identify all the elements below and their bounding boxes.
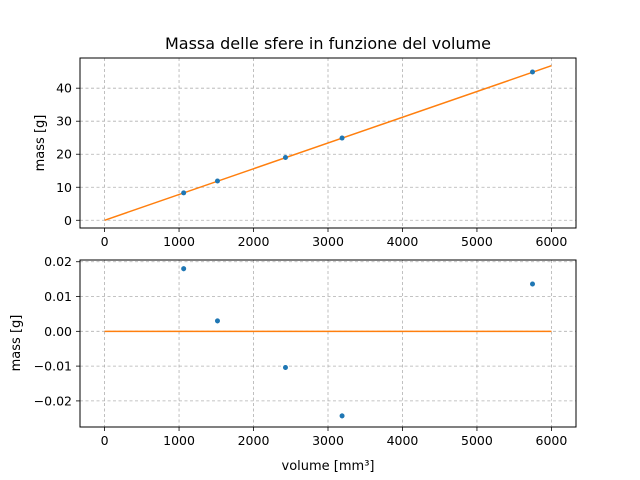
top-grid (80, 58, 576, 228)
top-data-point (214, 178, 220, 184)
top-y-tick-label: 40 (56, 81, 72, 96)
bottom-x-tick-label: 3000 (312, 433, 344, 448)
top-x-tick-label: 5000 (461, 234, 493, 249)
bottom-y-axis: −0.02 −0.01 0.00 0.01 0.02 (34, 254, 80, 408)
top-y-axis-label: mass [g] (33, 115, 48, 172)
top-plot-frame (79, 57, 577, 229)
bottom-plot: 0 1000 2000 3000 4000 5000 6000 −0.02 −0.01 0.00… (9, 254, 577, 474)
bottom-y-tick-label: 0.02 (44, 254, 72, 269)
bottom-x-tick-label: 1000 (163, 433, 195, 448)
chart-title: Massa delle sfere in funzione del volume (165, 34, 491, 53)
top-y-tick-label: 20 (56, 147, 72, 162)
bottom-data-point (282, 365, 288, 371)
top-series (104, 65, 552, 221)
top-data-point (339, 135, 345, 141)
bottom-x-tick-label: 0 (101, 433, 109, 448)
top-y-tick-label: 30 (56, 114, 72, 129)
bottom-data-point (181, 266, 187, 272)
bottom-data-point (530, 281, 536, 287)
top-x-tick-label: 2000 (238, 234, 270, 249)
top-y-tick-label: 0 (64, 213, 72, 228)
bottom-x-tick-label: 6000 (536, 433, 568, 448)
bottom-plot-frame (79, 259, 577, 428)
bottom-y-axis-label: mass [g] (9, 315, 24, 372)
top-x-axis: 0 1000 2000 3000 4000 5000 6000 (101, 228, 568, 249)
top-data-point (282, 155, 288, 161)
bottom-data-point (214, 318, 220, 324)
top-data-point (181, 190, 187, 196)
bottom-y-tick-label: −0.02 (34, 393, 72, 408)
top-fit-line (104, 65, 552, 221)
top-plot: Massa delle sfere in funzione del volume… (33, 34, 577, 249)
bottom-x-tick-label: 2000 (238, 433, 270, 448)
top-x-tick-label: 1000 (163, 234, 195, 249)
bottom-x-axis: 0 1000 2000 3000 4000 5000 6000 (101, 427, 568, 448)
bottom-x-tick-label: 4000 (387, 433, 419, 448)
top-x-tick-label: 3000 (312, 234, 344, 249)
bottom-data-point (339, 413, 345, 419)
bottom-x-tick-label: 5000 (461, 433, 493, 448)
top-y-tick-label: 10 (56, 180, 72, 195)
top-x-tick-label: 0 (101, 234, 109, 249)
bottom-y-tick-label: −0.01 (34, 359, 72, 374)
top-data-point (530, 69, 536, 75)
top-y-axis: 0 10 20 30 40 (56, 81, 80, 228)
top-x-tick-label: 6000 (536, 234, 568, 249)
bottom-y-tick-label: 0.01 (44, 289, 72, 304)
bottom-y-tick-label: 0.00 (44, 324, 72, 339)
top-x-tick-label: 4000 (387, 234, 419, 249)
bottom-series (104, 266, 552, 419)
x-axis-label: volume [mm³] (282, 459, 375, 474)
